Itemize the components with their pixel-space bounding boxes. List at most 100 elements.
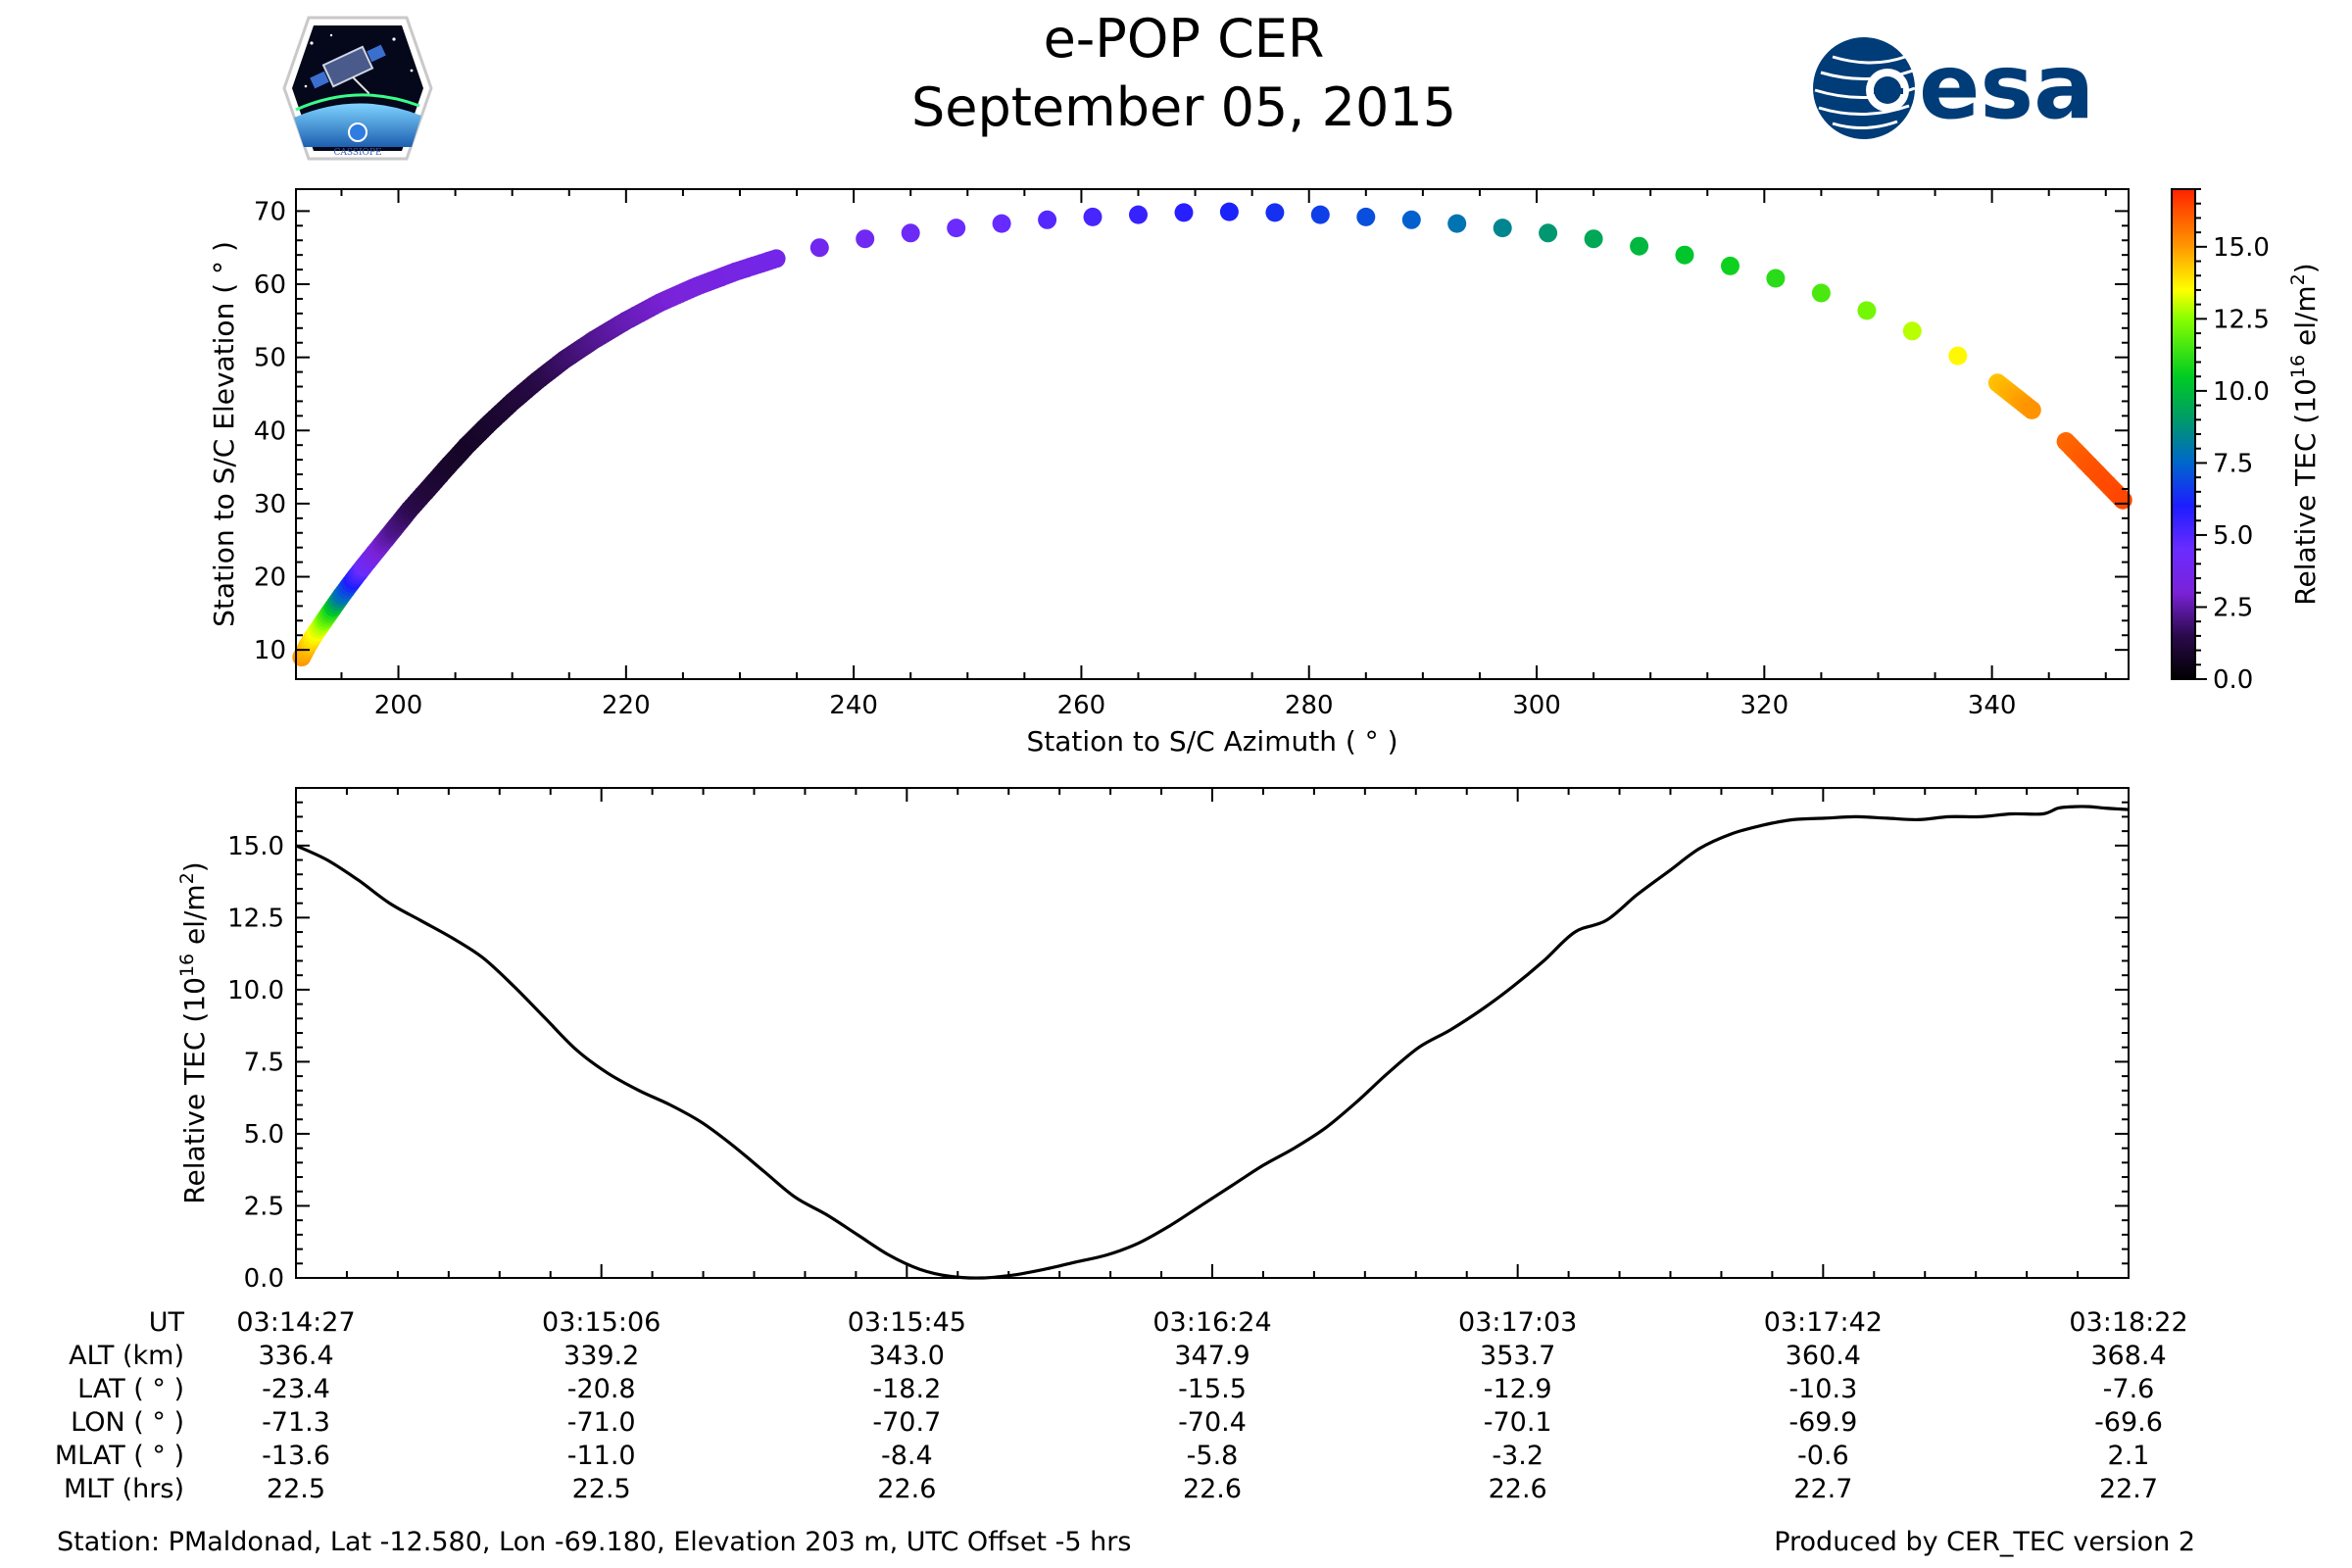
colorbar-tick-label: 15.0 bbox=[2213, 233, 2270, 263]
scatter-x-tick-label: 220 bbox=[602, 691, 651, 720]
tec-y-axis: 0.0 2.5 5.0 7.5 10.0 12.5 15.0 bbox=[227, 787, 2129, 1294]
table-cell-alt: 368.4 bbox=[2090, 1341, 2166, 1371]
colorbar-tick-label: 7.5 bbox=[2213, 449, 2253, 478]
table-cell-lon: -69.6 bbox=[2094, 1407, 2163, 1438]
scatter-point bbox=[1447, 214, 1467, 233]
scatter-point bbox=[1811, 283, 1831, 303]
scatter-y-tick-label: 20 bbox=[254, 564, 286, 593]
table-cell-lon: -70.4 bbox=[1178, 1407, 1247, 1438]
table-cell-lon: -70.1 bbox=[1484, 1407, 1552, 1438]
table-cell-lat: -18.2 bbox=[872, 1374, 941, 1404]
table-cell-ut: 03:14:27 bbox=[236, 1307, 355, 1338]
esa-logo-text: esa bbox=[1919, 34, 2094, 139]
scatter-point bbox=[809, 238, 829, 258]
scatter-point bbox=[1630, 236, 1649, 256]
tec-y-axis-label: Relative TEC (1016 el/m2) bbox=[176, 861, 211, 1203]
scatter-point bbox=[1948, 346, 1968, 366]
colorbar-tick-label: 10.0 bbox=[2213, 377, 2270, 407]
chart-subtitle: September 05, 2015 bbox=[911, 76, 1456, 138]
scatter-y-tick-label: 10 bbox=[254, 636, 286, 665]
table-cell-alt: 336.4 bbox=[258, 1341, 333, 1371]
scatter-x-tick-label: 300 bbox=[1512, 691, 1561, 720]
scatter-point bbox=[1675, 245, 1694, 265]
colorbar-tick-label: 5.0 bbox=[2213, 521, 2253, 551]
cassiope-logo-text: CASSIOPE bbox=[333, 148, 381, 158]
scatter-x-tick-label: 260 bbox=[1057, 691, 1106, 720]
table-cell-alt: 343.0 bbox=[869, 1341, 945, 1371]
chart-title: e-POP CER bbox=[1044, 8, 1325, 70]
table-cell-lat: -23.4 bbox=[262, 1374, 330, 1404]
table-cell-mlat: -0.6 bbox=[1797, 1441, 1849, 1471]
tec-y-tick-label: 0.0 bbox=[244, 1264, 284, 1294]
scatter-point bbox=[1493, 219, 1512, 238]
scatter-point bbox=[947, 219, 966, 238]
table-cell-mlt: 22.6 bbox=[1183, 1474, 1242, 1504]
scatter-x-tick-label: 280 bbox=[1285, 691, 1334, 720]
tec-time-series-chart: 0.0 2.5 5.0 7.5 10.0 12.5 15.0 Relative TEC (1… bbox=[176, 787, 2130, 1294]
scatter-y-axis: 10 20 30 40 50 60 70 bbox=[254, 197, 2129, 665]
tec-y-tick-label: 2.5 bbox=[244, 1192, 284, 1221]
scatter-x-tick-label: 240 bbox=[829, 691, 878, 720]
tec-plot-frame bbox=[295, 787, 2130, 1279]
scatter-x-tick-label: 320 bbox=[1740, 691, 1789, 720]
table-cell-lat: -7.6 bbox=[2103, 1374, 2155, 1404]
table-cell-lat: -15.5 bbox=[1178, 1374, 1247, 1404]
colorbar-tick-label: 2.5 bbox=[2213, 593, 2253, 622]
table-cell-lon: -69.9 bbox=[1788, 1407, 1857, 1438]
row-label-mlat: MLAT ( ° ) bbox=[55, 1441, 184, 1471]
row-label-lon: LON ( ° ) bbox=[71, 1407, 184, 1438]
esa-logo-icon: esa bbox=[1813, 34, 2094, 139]
tec-y-tick-label: 7.5 bbox=[244, 1048, 284, 1077]
row-label-ut: UT bbox=[149, 1307, 185, 1338]
scatter-x-axis: 200 220 240 260 280 300 320 340 bbox=[340, 189, 2107, 720]
elevation-azimuth-chart: 200 220 240 260 280 300 320 340 10203040506070 … bbox=[208, 188, 2132, 758]
scatter-point bbox=[1857, 301, 1877, 320]
scatter-point bbox=[1219, 202, 1239, 221]
tec-x-axis bbox=[295, 788, 2130, 1278]
scatter-point bbox=[1356, 207, 1376, 226]
table-cell-mlt: 22.6 bbox=[877, 1474, 936, 1504]
table-cell-ut: 03:18:22 bbox=[2069, 1307, 2187, 1338]
scatter-point bbox=[2022, 400, 2041, 419]
table-cell-mlat: 2.1 bbox=[2108, 1441, 2150, 1471]
colorbar-label: Relative TEC (1016 el/m2) bbox=[2287, 263, 2322, 605]
table-cell-mlt: 22.7 bbox=[1793, 1474, 1852, 1504]
scatter-x-tick-label: 200 bbox=[374, 691, 423, 720]
scatter-point bbox=[1310, 205, 1330, 224]
scatter-point bbox=[2113, 490, 2132, 510]
tec-series-line bbox=[295, 805, 2130, 1280]
scatter-x-axis-label: Station to S/C Azimuth ( ° ) bbox=[1026, 725, 1397, 758]
table-cell-ut: 03:15:45 bbox=[848, 1307, 966, 1338]
scatter-y-tick-label: 50 bbox=[254, 344, 286, 373]
table-cell-lon: -71.3 bbox=[262, 1407, 330, 1438]
table-cell-mlat: -13.6 bbox=[262, 1441, 330, 1471]
scatter-y-axis-label: Station to S/C Elevation ( ° ) bbox=[208, 241, 240, 627]
table-cell-lat: -10.3 bbox=[1788, 1374, 1857, 1404]
scatter-point bbox=[1721, 256, 1740, 275]
tec-y-tick-label: 10.0 bbox=[227, 976, 284, 1005]
table-cell-mlt: 22.5 bbox=[267, 1474, 325, 1504]
scatter-points bbox=[292, 202, 2132, 667]
table-cell-ut: 03:17:03 bbox=[1458, 1307, 1577, 1338]
tec-colorbar: 0.0 2.5 5.0 7.5 10.0 12.5 15.0 Relative TEC (1… bbox=[2171, 188, 2322, 695]
scatter-point bbox=[1584, 229, 1603, 249]
table-cell-mlt: 22.6 bbox=[1489, 1474, 1547, 1504]
cassiope-mission-patch-icon: CASSIOPE bbox=[282, 16, 433, 161]
scatter-x-tick-label: 340 bbox=[1968, 691, 2017, 720]
row-label-mlt: MLT (hrs) bbox=[64, 1474, 184, 1504]
colorbar-tick-label: 0.0 bbox=[2213, 665, 2253, 695]
scatter-point bbox=[1174, 203, 1194, 222]
scatter-y-tick-label: 40 bbox=[254, 416, 286, 446]
tec-y-tick-label: 15.0 bbox=[227, 832, 284, 861]
table-cell-mlt: 22.7 bbox=[2099, 1474, 2158, 1504]
table-cell-ut: 03:15:06 bbox=[542, 1307, 661, 1338]
table-cell-lat: -20.8 bbox=[567, 1374, 636, 1404]
scatter-y-tick-label: 30 bbox=[254, 490, 286, 519]
ephemeris-table: UT ALT (km) LAT ( ° ) LON ( ° ) MLAT ( °… bbox=[55, 1307, 2188, 1504]
tec-y-tick-label: 12.5 bbox=[227, 904, 284, 933]
row-label-lat: LAT ( ° ) bbox=[77, 1374, 184, 1404]
table-cell-alt: 339.2 bbox=[564, 1341, 639, 1371]
table-cell-ut: 03:17:42 bbox=[1764, 1307, 1883, 1338]
